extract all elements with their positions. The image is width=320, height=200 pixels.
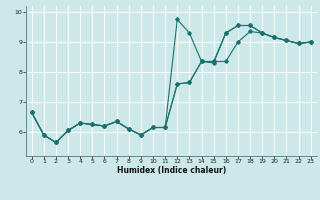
X-axis label: Humidex (Indice chaleur): Humidex (Indice chaleur) bbox=[116, 166, 226, 175]
